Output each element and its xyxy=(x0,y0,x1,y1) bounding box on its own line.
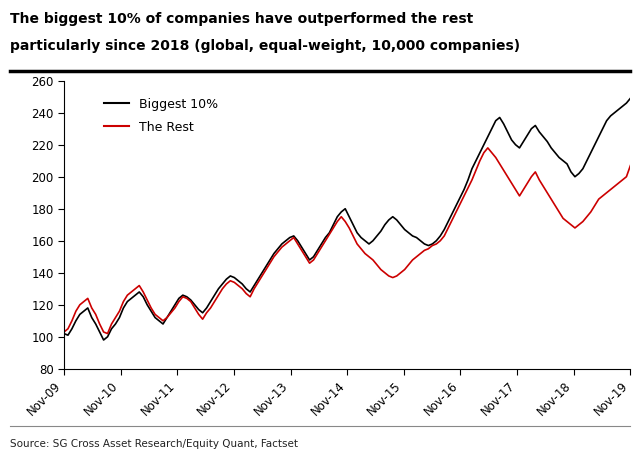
Text: particularly since 2018 (global, equal-weight, 10,000 companies): particularly since 2018 (global, equal-w… xyxy=(10,39,520,53)
Legend: Biggest 10%, The Rest: Biggest 10%, The Rest xyxy=(99,93,223,139)
Text: Source: SG Cross Asset Research/Equity Quant, Factset: Source: SG Cross Asset Research/Equity Q… xyxy=(10,439,298,449)
Text: The biggest 10% of companies have outperformed the rest: The biggest 10% of companies have outper… xyxy=(10,12,473,25)
